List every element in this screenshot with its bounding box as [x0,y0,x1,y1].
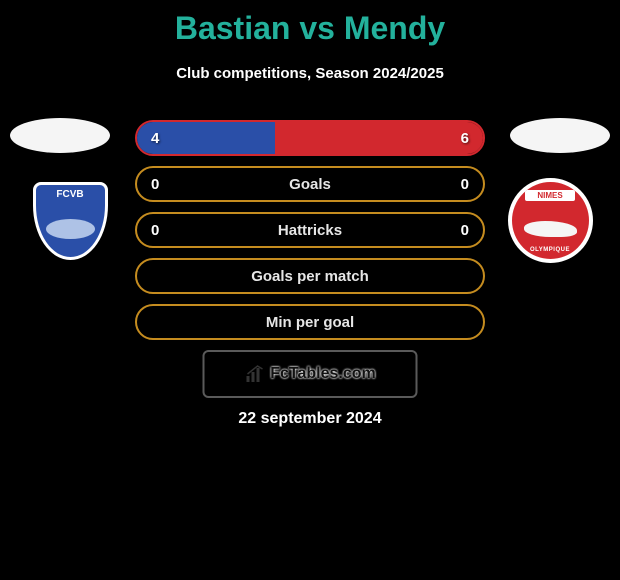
stat-label: Hattricks [278,222,342,239]
stat-row-goals-per-match: Goals per match [135,258,485,294]
watermark-text: FcTables.com [270,365,376,383]
player-photo-right [510,118,610,153]
watermark-box: FcTables.com [203,350,418,398]
date-label: 22 september 2024 [0,410,620,428]
stat-row-min-per-goal: Min per goal [135,304,485,340]
club-crest-fcvb [33,182,108,260]
stat-value-left: 0 [151,176,159,193]
chart-icon [244,364,264,384]
stat-label: Goals per match [251,268,369,285]
club-badge-right: OLYMPIQUE [500,178,600,263]
subtitle: Club competitions, Season 2024/2025 [0,65,620,82]
bar-fill-right [275,122,483,154]
stat-value-right: 0 [461,222,469,239]
club-badge-left [20,178,120,263]
blank-area [0,450,620,580]
club-crest-nimes: OLYMPIQUE [508,178,593,263]
stat-label: Goals [289,176,331,193]
page-title: Bastian vs Mendy [0,0,620,47]
stat-label: Min per goal [266,314,354,331]
stat-value-right: 0 [461,176,469,193]
stat-row-matches: 46Matches [135,120,485,156]
stat-value-left: 0 [151,222,159,239]
stats-container: 46Matches00Goals00HattricksGoals per mat… [135,120,485,350]
stat-value-right: 6 [461,130,469,147]
stat-row-hattricks: 0 0 Hattricks [135,212,485,248]
stat-value-left: 4 [151,130,159,147]
stat-row-goals: 0 0 Goals [135,166,485,202]
player-photo-left [10,118,110,153]
club-crest-nimes-text: OLYMPIQUE [512,247,589,253]
